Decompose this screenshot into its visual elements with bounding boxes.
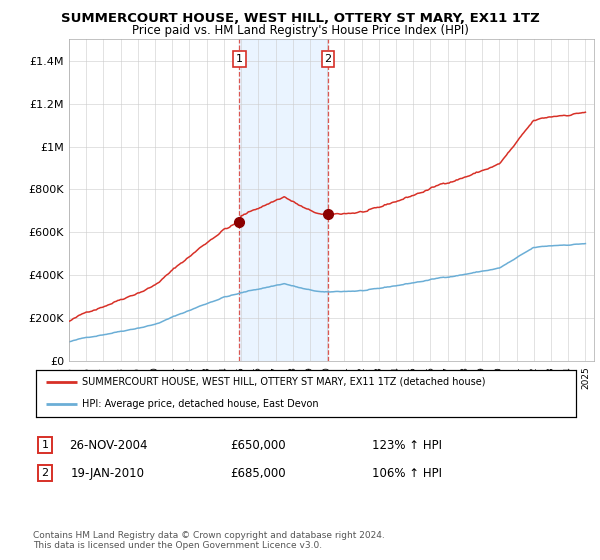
Text: £650,000: £650,000 — [230, 438, 286, 452]
Text: SUMMERCOURT HOUSE, WEST HILL, OTTERY ST MARY, EX11 1TZ: SUMMERCOURT HOUSE, WEST HILL, OTTERY ST … — [61, 12, 539, 25]
Text: 106% ↑ HPI: 106% ↑ HPI — [372, 466, 442, 480]
Text: 2: 2 — [325, 54, 332, 64]
Text: Price paid vs. HM Land Registry's House Price Index (HPI): Price paid vs. HM Land Registry's House … — [131, 24, 469, 36]
Text: Contains HM Land Registry data © Crown copyright and database right 2024.
This d: Contains HM Land Registry data © Crown c… — [33, 530, 385, 550]
Text: 123% ↑ HPI: 123% ↑ HPI — [372, 438, 442, 452]
Text: £685,000: £685,000 — [230, 466, 286, 480]
Text: HPI: Average price, detached house, East Devon: HPI: Average price, detached house, East… — [82, 399, 319, 409]
Bar — [239, 39, 328, 361]
Text: 19-JAN-2010: 19-JAN-2010 — [71, 466, 145, 480]
Text: SUMMERCOURT HOUSE, WEST HILL, OTTERY ST MARY, EX11 1TZ (detached house): SUMMERCOURT HOUSE, WEST HILL, OTTERY ST … — [82, 376, 485, 386]
Text: 26-NOV-2004: 26-NOV-2004 — [69, 438, 147, 452]
Text: 1: 1 — [236, 54, 243, 64]
Text: 2: 2 — [41, 468, 49, 478]
Text: 1: 1 — [41, 440, 49, 450]
